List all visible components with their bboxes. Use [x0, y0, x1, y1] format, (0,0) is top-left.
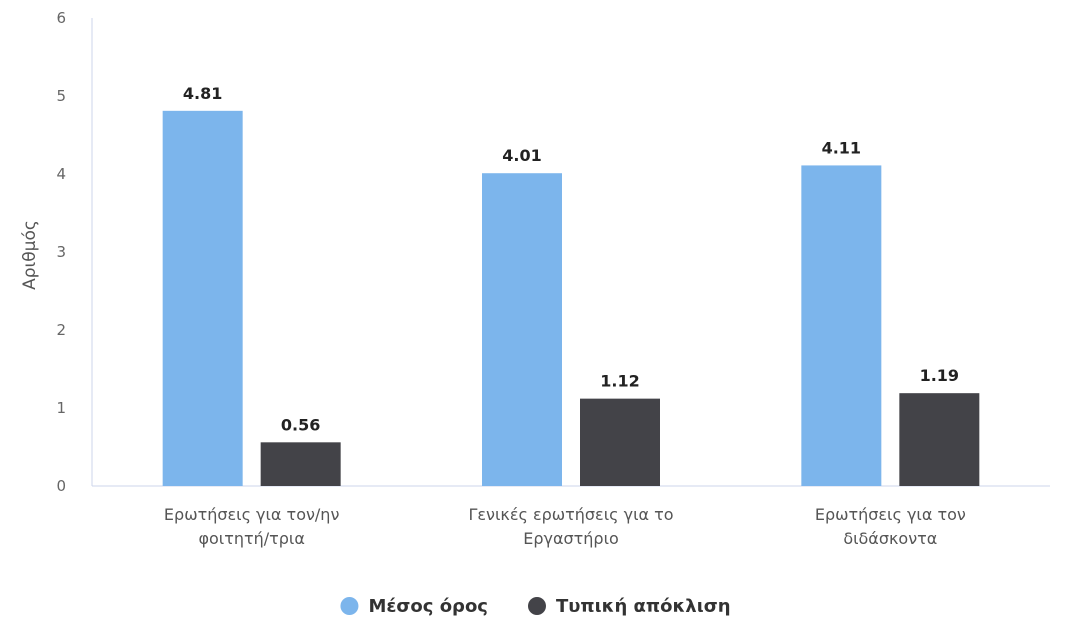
- bar: [162, 110, 243, 486]
- y-axis-title: Αριθμός: [20, 220, 40, 290]
- y-tick-label: 0: [56, 477, 66, 495]
- x-category-label-line: φοιτητή/τρια: [198, 529, 304, 548]
- bar: [260, 442, 341, 486]
- data-label: 1.12: [600, 372, 639, 391]
- x-axis: Ερωτήσεις για τον/ην φοιτητή/τρια Γενικές …: [92, 485, 1050, 548]
- bar: [482, 173, 562, 486]
- x-category-label: Ερωτήσεις για τον διδάσκοντα: [815, 505, 966, 548]
- legend: Μέσος όρος Τυπική απόκλιση: [340, 596, 731, 617]
- y-tick-label: 6: [56, 9, 66, 27]
- x-category-label-line: Ερωτήσεις για τον/ην: [164, 505, 340, 524]
- data-label: 4.11: [822, 138, 861, 157]
- data-label: 4.81: [183, 84, 222, 103]
- y-axis-title-group: Αριθμός: [20, 220, 40, 290]
- x-category-label-line: Γενικές ερωτήσεις για το: [468, 505, 673, 524]
- x-category-label: Γενικές ερωτήσεις για το Εργαστήριο: [468, 505, 673, 548]
- legend-label: Μέσος όρος: [368, 596, 488, 617]
- legend-label: Τυπική απόκλιση: [556, 596, 731, 617]
- x-category-label: Ερωτήσεις για τον/ην φοιτητή/τρια: [164, 505, 340, 548]
- data-label: 1.19: [920, 366, 959, 385]
- bar: [899, 393, 980, 486]
- bar: [580, 398, 660, 486]
- y-tick-label: 2: [56, 321, 66, 339]
- y-tick-label: 4: [56, 165, 66, 183]
- y-tick-label: 3: [56, 243, 66, 261]
- data-label: 4.01: [502, 146, 541, 165]
- y-tick-label: 1: [56, 399, 66, 417]
- x-category-label-line: διδάσκοντα: [843, 529, 937, 548]
- y-axis: 0 1 2 3 4 5 6: [56, 9, 93, 495]
- legend-marker: [527, 597, 546, 615]
- x-category-label-line: Ερωτήσεις για τον: [815, 505, 966, 524]
- x-category-label-line: Εργαστήριο: [523, 529, 619, 548]
- legend-marker: [340, 597, 359, 615]
- bar: [801, 165, 882, 487]
- data-labels: 4.81 0.56 4.01 1.12 4.11 1.19: [183, 84, 959, 435]
- data-label: 0.56: [281, 415, 320, 434]
- y-tick-label: 5: [56, 87, 66, 105]
- bars: [162, 110, 980, 487]
